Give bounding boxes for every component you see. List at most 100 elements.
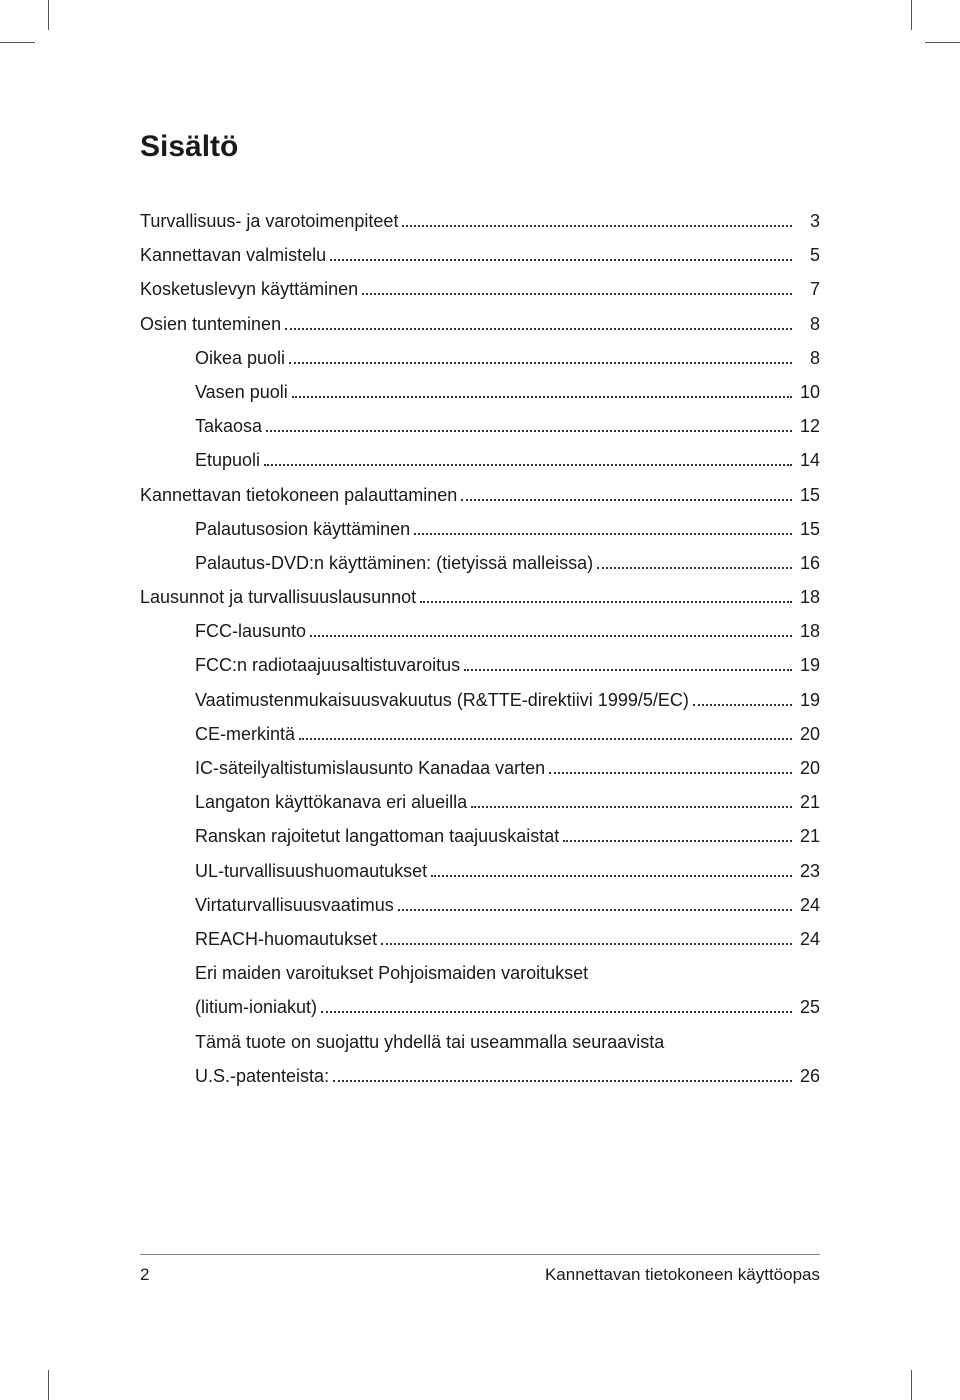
toc-entry: UL-turvallisuushuomautukset 23 bbox=[140, 854, 820, 888]
page-body: Sisältö Turvallisuus- ja varotoimenpitee… bbox=[80, 60, 880, 1340]
toc-entry: IC-säteilyaltistumislausunto Kanadaa var… bbox=[140, 751, 820, 785]
toc-entry: U.S.-patenteista: 26 bbox=[140, 1059, 820, 1093]
toc-entry-label: Ranskan rajoitetut langattoman taajuuska… bbox=[195, 819, 559, 853]
toc-leader bbox=[414, 533, 792, 535]
toc-leader bbox=[563, 840, 792, 842]
crop-mark bbox=[925, 42, 960, 43]
toc-entry-page: 18 bbox=[796, 614, 820, 648]
crop-mark bbox=[48, 1370, 49, 1400]
toc-entry: (litium-ioniakut) 25 bbox=[140, 990, 820, 1024]
toc-leader bbox=[321, 1011, 792, 1013]
page-footer: 2 Kannettavan tietokoneen käyttöopas bbox=[140, 1254, 820, 1285]
toc-leader bbox=[381, 943, 792, 945]
toc-entry: Palautusosion käyttäminen 15 bbox=[140, 512, 820, 546]
toc-entry: Etupuoli 14 bbox=[140, 443, 820, 477]
toc-entry-page: 12 bbox=[796, 409, 820, 443]
toc-entry-page: 25 bbox=[796, 990, 820, 1024]
toc-entry-label: Osien tunteminen bbox=[140, 307, 281, 341]
toc-entry: Takaosa 12 bbox=[140, 409, 820, 443]
toc-leader bbox=[266, 430, 792, 432]
toc-entry-page: 10 bbox=[796, 375, 820, 409]
toc-entry: Vaatimustenmukaisuusvakuutus (R&TTE-dire… bbox=[140, 683, 820, 717]
toc-entry-label: Oikea puoli bbox=[195, 341, 285, 375]
toc-leader bbox=[549, 772, 792, 774]
page-number: 2 bbox=[140, 1265, 149, 1285]
toc-entry-label: Palautusosion käyttäminen bbox=[195, 512, 410, 546]
toc-leader bbox=[471, 806, 792, 808]
toc-entry-label: Palautus-DVD:n käyttäminen: (tietyissä m… bbox=[195, 546, 593, 580]
toc-leader bbox=[693, 704, 792, 706]
toc-entry-label: Virtaturvallisuusvaatimus bbox=[195, 888, 394, 922]
toc-entry: Turvallisuus- ja varotoimenpiteet 3 bbox=[140, 204, 820, 238]
toc-entry: Oikea puoli 8 bbox=[140, 341, 820, 375]
toc-entry: Lausunnot ja turvallisuuslausunnot 18 bbox=[140, 580, 820, 614]
toc-leader bbox=[292, 396, 792, 398]
toc-entry: Virtaturvallisuusvaatimus 24 bbox=[140, 888, 820, 922]
toc-leader bbox=[310, 635, 792, 637]
toc-leader bbox=[431, 875, 792, 877]
toc-entry: FCC-lausunto18 bbox=[140, 614, 820, 648]
crop-mark bbox=[911, 0, 912, 30]
toc-entry-label: Lausunnot ja turvallisuuslausunnot bbox=[140, 580, 416, 614]
toc-entry: Kannettavan valmistelu5 bbox=[140, 238, 820, 272]
toc-entry-page: 21 bbox=[796, 819, 820, 853]
toc-entry-page: 23 bbox=[796, 854, 820, 888]
toc-leader bbox=[461, 499, 792, 501]
toc-entry-label: Takaosa bbox=[195, 409, 262, 443]
toc-entry-label: (litium-ioniakut) bbox=[195, 990, 317, 1024]
toc-entry-page: 21 bbox=[796, 785, 820, 819]
toc-entry-label: Kosketuslevyn käyttäminen bbox=[140, 272, 358, 306]
toc-leader bbox=[333, 1080, 792, 1082]
toc-entry-label: Turvallisuus- ja varotoimenpiteet bbox=[140, 204, 398, 238]
toc-entry-page: 15 bbox=[796, 478, 820, 512]
toc-entry-page: 24 bbox=[796, 888, 820, 922]
toc-entry-label: Vasen puoli bbox=[195, 375, 288, 409]
toc-entry: FCC:n radiotaajuusaltistuvaroitus 19 bbox=[140, 648, 820, 682]
toc-entry-page: 15 bbox=[796, 512, 820, 546]
toc-leader bbox=[330, 259, 792, 261]
toc-entry: Palautus-DVD:n käyttäminen: (tietyissä m… bbox=[140, 546, 820, 580]
crop-mark bbox=[0, 42, 35, 43]
toc-entry-page: 19 bbox=[796, 683, 820, 717]
toc-entry: Langaton käyttökanava eri alueilla21 bbox=[140, 785, 820, 819]
toc-leader bbox=[362, 293, 792, 295]
toc-entry-page: 16 bbox=[796, 546, 820, 580]
toc-entry-label: Eri maiden varoitukset Pohjoismaiden var… bbox=[140, 956, 820, 990]
toc-entry-page: 20 bbox=[796, 717, 820, 751]
toc-entry: CE-merkintä 20 bbox=[140, 717, 820, 751]
toc-leader bbox=[285, 328, 792, 330]
toc-entry: Osien tunteminen 8 bbox=[140, 307, 820, 341]
toc-entry-page: 18 bbox=[796, 580, 820, 614]
toc-entry-page: 5 bbox=[796, 238, 820, 272]
toc-entry-label: UL-turvallisuushuomautukset bbox=[195, 854, 427, 888]
toc-entry-page: 7 bbox=[796, 272, 820, 306]
table-of-contents: Turvallisuus- ja varotoimenpiteet3Kannet… bbox=[140, 204, 820, 1093]
toc-entry-label: U.S.-patenteista: bbox=[195, 1059, 329, 1093]
toc-entry-page: 19 bbox=[796, 648, 820, 682]
toc-leader bbox=[402, 225, 792, 227]
toc-entry-label: REACH-huomautukset bbox=[195, 922, 377, 956]
toc-leader bbox=[289, 362, 792, 364]
page-title: Sisältö bbox=[140, 130, 820, 164]
toc-leader bbox=[597, 567, 792, 569]
toc-entry-label: IC-säteilyaltistumislausunto Kanadaa var… bbox=[195, 751, 545, 785]
toc-entry-page: 8 bbox=[796, 307, 820, 341]
footer-doc-title: Kannettavan tietokoneen käyttöopas bbox=[545, 1265, 820, 1285]
toc-entry-label: Etupuoli bbox=[195, 443, 260, 477]
toc-entry-label: Tämä tuote on suojattu yhdellä tai useam… bbox=[140, 1025, 820, 1059]
crop-mark bbox=[48, 0, 49, 30]
toc-leader bbox=[264, 464, 792, 466]
toc-leader bbox=[420, 601, 792, 603]
toc-entry-page: 14 bbox=[796, 443, 820, 477]
toc-entry: REACH-huomautukset24 bbox=[140, 922, 820, 956]
crop-mark bbox=[911, 1370, 912, 1400]
toc-entry: Vasen puoli 10 bbox=[140, 375, 820, 409]
toc-entry-page: 26 bbox=[796, 1059, 820, 1093]
toc-entry-label: Vaatimustenmukaisuusvakuutus (R&TTE-dire… bbox=[195, 683, 689, 717]
toc-entry-page: 3 bbox=[796, 204, 820, 238]
toc-entry-label: Kannettavan tietokoneen palauttaminen bbox=[140, 478, 457, 512]
toc-entry-page: 8 bbox=[796, 341, 820, 375]
toc-entry-label: FCC:n radiotaajuusaltistuvaroitus bbox=[195, 648, 460, 682]
toc-entry-label: CE-merkintä bbox=[195, 717, 295, 751]
toc-leader bbox=[464, 669, 792, 671]
